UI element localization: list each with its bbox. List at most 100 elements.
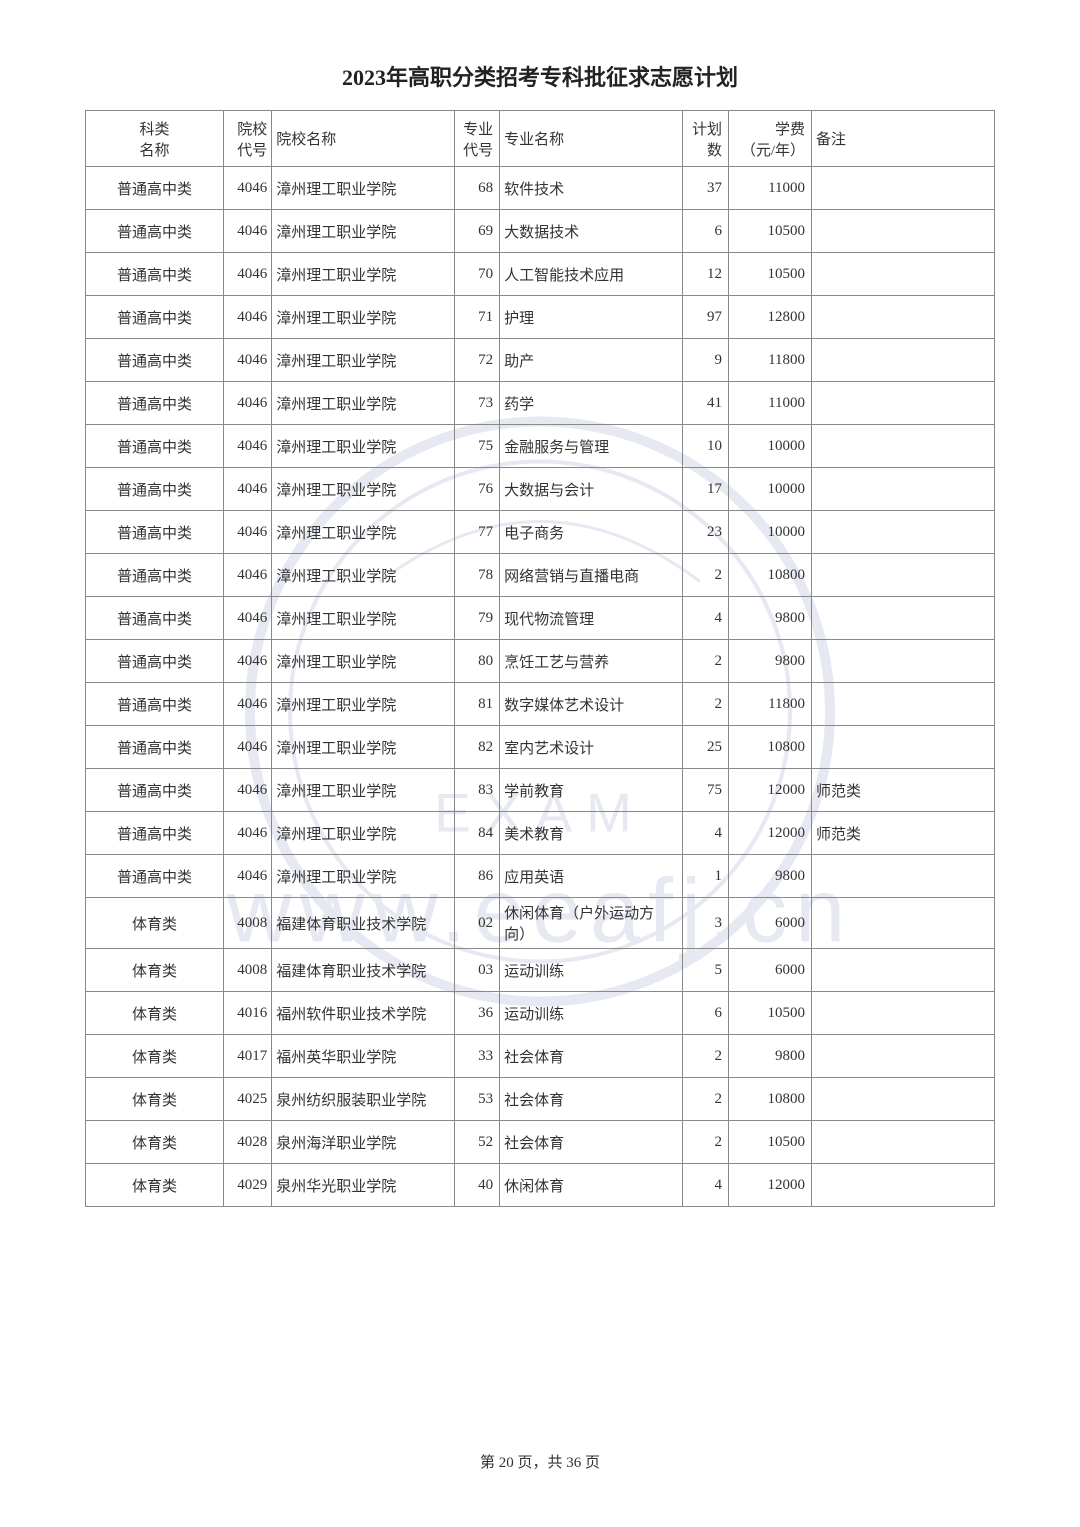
cell-plan: 5: [683, 949, 729, 992]
cell-note: [812, 1121, 995, 1164]
cell-schoolname: 漳州理工职业学院: [272, 683, 455, 726]
cell-fee: 10000: [729, 468, 812, 511]
cell-majorcode: 72: [455, 339, 500, 382]
cell-category: 普通高中类: [86, 382, 224, 425]
cell-fee: 9800: [729, 855, 812, 898]
cell-majorcode: 82: [455, 726, 500, 769]
cell-schoolname: 福建体育职业技术学院: [272, 949, 455, 992]
cell-category: 普通高中类: [86, 554, 224, 597]
cell-majorname: 电子商务: [500, 511, 683, 554]
cell-majorname: 金融服务与管理: [500, 425, 683, 468]
table-row: 体育类4028泉州海洋职业学院52社会体育210500: [86, 1121, 995, 1164]
cell-plan: 97: [683, 296, 729, 339]
cell-schoolcode: 4046: [224, 726, 272, 769]
cell-fee: 12800: [729, 296, 812, 339]
cell-category: 体育类: [86, 992, 224, 1035]
cell-category: 普通高中类: [86, 210, 224, 253]
cell-majorcode: 73: [455, 382, 500, 425]
page-title: 2023年高职分类招考专科批征求志愿计划: [85, 60, 995, 92]
cell-majorcode: 80: [455, 640, 500, 683]
cell-majorname: 现代物流管理: [500, 597, 683, 640]
cell-majorname: 休闲体育: [500, 1164, 683, 1207]
cell-schoolname: 福州软件职业技术学院: [272, 992, 455, 1035]
header-majorcode: 专业代号: [455, 111, 500, 167]
cell-majorcode: 77: [455, 511, 500, 554]
cell-schoolcode: 4046: [224, 855, 272, 898]
cell-majorname: 运动训练: [500, 992, 683, 1035]
table-row: 体育类4017福州英华职业学院33社会体育29800: [86, 1035, 995, 1078]
cell-fee: 9800: [729, 640, 812, 683]
cell-majorname: 社会体育: [500, 1035, 683, 1078]
cell-schoolcode: 4029: [224, 1164, 272, 1207]
cell-schoolcode: 4016: [224, 992, 272, 1035]
cell-majorcode: 03: [455, 949, 500, 992]
cell-majorname: 网络营销与直播电商: [500, 554, 683, 597]
cell-category: 普通高中类: [86, 167, 224, 210]
cell-schoolname: 漳州理工职业学院: [272, 855, 455, 898]
cell-schoolcode: 4046: [224, 554, 272, 597]
cell-category: 普通高中类: [86, 640, 224, 683]
cell-note: [812, 253, 995, 296]
cell-category: 普通高中类: [86, 769, 224, 812]
cell-majorname: 烹饪工艺与营养: [500, 640, 683, 683]
cell-plan: 2: [683, 554, 729, 597]
cell-category: 体育类: [86, 1035, 224, 1078]
cell-fee: 11800: [729, 339, 812, 382]
cell-plan: 2: [683, 1078, 729, 1121]
cell-note: [812, 597, 995, 640]
cell-majorname: 社会体育: [500, 1121, 683, 1164]
cell-plan: 2: [683, 640, 729, 683]
cell-plan: 2: [683, 1035, 729, 1078]
cell-schoolname: 漳州理工职业学院: [272, 640, 455, 683]
cell-plan: 41: [683, 382, 729, 425]
cell-note: [812, 296, 995, 339]
cell-note: [812, 468, 995, 511]
cell-plan: 75: [683, 769, 729, 812]
cell-schoolname: 漳州理工职业学院: [272, 210, 455, 253]
cell-note: [812, 726, 995, 769]
table-row: 普通高中类4046漳州理工职业学院72助产911800: [86, 339, 995, 382]
cell-note: [812, 640, 995, 683]
cell-majorcode: 79: [455, 597, 500, 640]
cell-category: 普通高中类: [86, 468, 224, 511]
cell-fee: 9800: [729, 1035, 812, 1078]
cell-majorname: 大数据技术: [500, 210, 683, 253]
cell-category: 普通高中类: [86, 683, 224, 726]
cell-majorcode: 78: [455, 554, 500, 597]
cell-plan: 12: [683, 253, 729, 296]
cell-schoolcode: 4046: [224, 468, 272, 511]
cell-majorname: 人工智能技术应用: [500, 253, 683, 296]
cell-majorname: 药学: [500, 382, 683, 425]
cell-schoolcode: 4046: [224, 683, 272, 726]
cell-category: 普通高中类: [86, 812, 224, 855]
cell-plan: 3: [683, 898, 729, 949]
cell-category: 普通高中类: [86, 339, 224, 382]
table-body: 普通高中类4046漳州理工职业学院68软件技术3711000普通高中类4046漳…: [86, 167, 995, 1207]
cell-category: 普通高中类: [86, 511, 224, 554]
cell-fee: 10500: [729, 992, 812, 1035]
cell-note: [812, 992, 995, 1035]
cell-note: [812, 949, 995, 992]
cell-schoolname: 漳州理工职业学院: [272, 511, 455, 554]
cell-fee: 12000: [729, 812, 812, 855]
cell-majorname: 应用英语: [500, 855, 683, 898]
cell-note: [812, 382, 995, 425]
cell-plan: 2: [683, 1121, 729, 1164]
cell-fee: 10000: [729, 511, 812, 554]
header-majorname: 专业名称: [500, 111, 683, 167]
cell-majorname: 运动训练: [500, 949, 683, 992]
cell-category: 普通高中类: [86, 296, 224, 339]
cell-majorname: 大数据与会计: [500, 468, 683, 511]
header-note: 备注: [812, 111, 995, 167]
cell-schoolcode: 4046: [224, 769, 272, 812]
cell-majorcode: 86: [455, 855, 500, 898]
cell-fee: 10500: [729, 210, 812, 253]
table-row: 普通高中类4046漳州理工职业学院86应用英语19800: [86, 855, 995, 898]
table-row: 体育类4025泉州纺织服装职业学院53社会体育210800: [86, 1078, 995, 1121]
cell-majorcode: 52: [455, 1121, 500, 1164]
cell-majorcode: 75: [455, 425, 500, 468]
table-row: 普通高中类4046漳州理工职业学院82室内艺术设计2510800: [86, 726, 995, 769]
cell-schoolcode: 4008: [224, 898, 272, 949]
header-plan: 计划数: [683, 111, 729, 167]
cell-category: 体育类: [86, 898, 224, 949]
